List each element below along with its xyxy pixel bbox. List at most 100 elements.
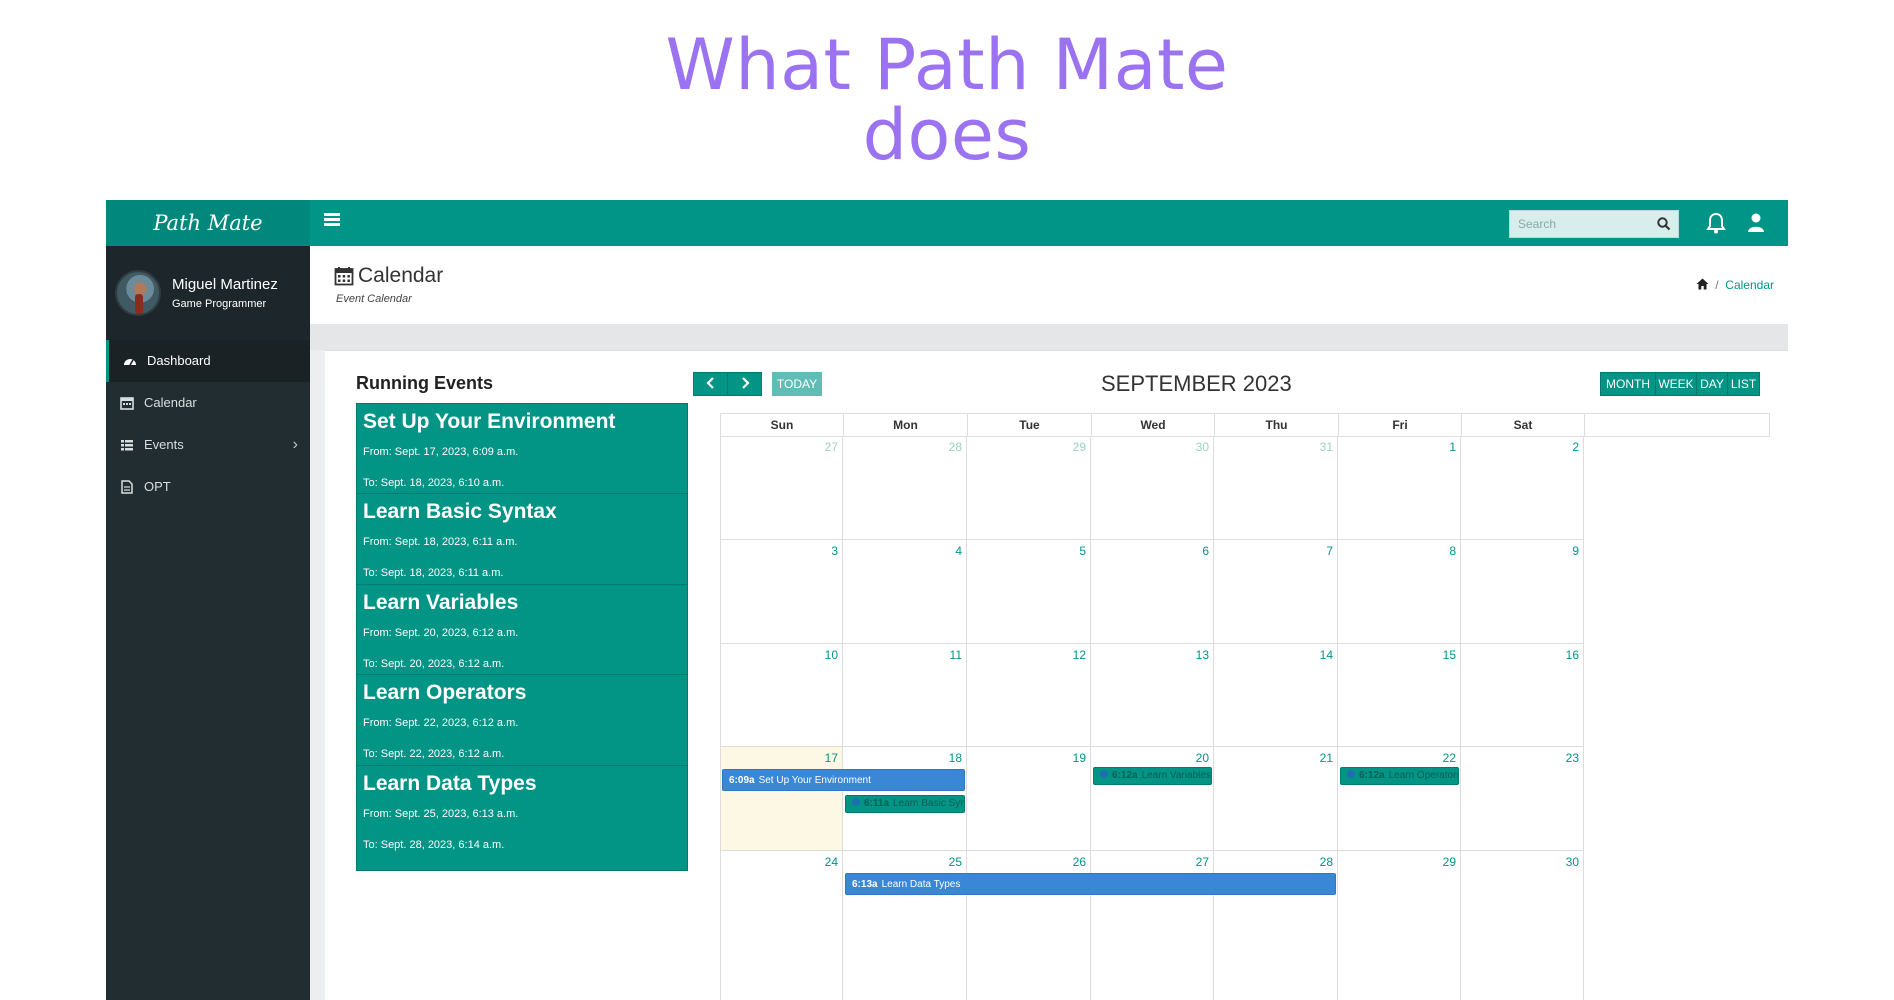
day-number[interactable]: 1 [1449, 440, 1456, 454]
day-number[interactable]: 15 [1442, 648, 1456, 662]
day-number[interactable]: 3 [831, 544, 838, 558]
brand-logo[interactable]: Path Mate [106, 200, 310, 246]
day-number[interactable]: 12 [1072, 648, 1086, 662]
day-cell[interactable]: 9 [1461, 540, 1584, 644]
day-cell[interactable]: 5 [967, 540, 1091, 644]
prev-month-button[interactable] [693, 372, 728, 396]
day-number[interactable]: 31 [1319, 440, 1333, 454]
day-cell[interactable]: 13 [1091, 644, 1214, 747]
day-cell[interactable]: 18 [843, 747, 967, 851]
day-number[interactable]: 6 [1202, 544, 1209, 558]
day-cell[interactable]: 29 [967, 436, 1091, 540]
day-cell[interactable]: 30 [1461, 851, 1584, 1000]
day-number[interactable]: 16 [1565, 648, 1579, 662]
day-number[interactable]: 29 [1072, 440, 1086, 454]
day-number[interactable]: 22 [1442, 751, 1456, 765]
day-number[interactable]: 18 [948, 751, 962, 765]
day-cell[interactable]: 28 [843, 436, 967, 540]
day-cell[interactable]: 8 [1338, 540, 1461, 644]
day-cell[interactable]: 11 [843, 644, 967, 747]
user-icon[interactable] [1746, 211, 1766, 235]
home-icon[interactable] [1696, 278, 1709, 290]
day-cell[interactable]: 28 [1214, 851, 1338, 1000]
calendar-event[interactable]: 6:12a Learn Operators [1340, 767, 1459, 785]
day-number[interactable]: 25 [948, 855, 962, 869]
search-icon[interactable] [1656, 216, 1672, 232]
day-cell[interactable]: 14 [1214, 644, 1338, 747]
day-number[interactable]: 30 [1195, 440, 1209, 454]
running-event-card[interactable]: Learn Data Types From: Sept. 25, 2023, 6:… [356, 765, 688, 871]
calendar-event[interactable]: 6:12a Learn Variables [1093, 767, 1212, 785]
page-title: Calendar [358, 264, 444, 287]
day-number[interactable]: 9 [1572, 544, 1579, 558]
next-month-button[interactable] [727, 372, 762, 396]
search-input[interactable] [1510, 211, 1650, 237]
day-cell[interactable]: 27 [720, 436, 843, 540]
day-number[interactable]: 20 [1195, 751, 1209, 765]
day-cell[interactable]: 22 [1338, 747, 1461, 851]
day-number[interactable]: 8 [1449, 544, 1456, 558]
day-cell[interactable]: 21 [1214, 747, 1338, 851]
day-cell[interactable]: 30 [1091, 436, 1214, 540]
day-cell[interactable]: 31 [1214, 436, 1338, 540]
running-event-card[interactable]: Learn Operators From: Sept. 22, 2023, 6:1… [356, 674, 688, 780]
day-cell[interactable]: 2 [1461, 436, 1584, 540]
day-cell[interactable]: 24 [720, 851, 843, 1000]
day-number[interactable]: 21 [1319, 751, 1333, 765]
today-button[interactable]: TODAY [772, 372, 822, 396]
day-number[interactable]: 27 [824, 440, 838, 454]
day-cell[interactable]: 27 [1091, 851, 1214, 1000]
day-number[interactable]: 30 [1565, 855, 1579, 869]
day-number[interactable]: 7 [1326, 544, 1333, 558]
day-cell[interactable]: 7 [1214, 540, 1338, 644]
view-list-button[interactable]: LIST [1727, 372, 1760, 396]
day-number[interactable]: 5 [1079, 544, 1086, 558]
sidebar-item-events[interactable]: Events › [106, 424, 310, 466]
calendar-event[interactable]: 6:09a Set Up Your Environment [722, 769, 965, 791]
day-cell[interactable]: 4 [843, 540, 967, 644]
day-number[interactable]: 11 [949, 648, 962, 662]
day-cell[interactable]: 12 [967, 644, 1091, 747]
day-number[interactable]: 14 [1319, 648, 1333, 662]
day-number[interactable]: 29 [1442, 855, 1456, 869]
bell-icon[interactable] [1705, 211, 1727, 235]
view-week-button[interactable]: WEEK [1655, 372, 1697, 396]
day-number[interactable]: 28 [1319, 855, 1333, 869]
day-cell[interactable]: 3 [720, 540, 843, 644]
day-cell[interactable]: 20 [1091, 747, 1214, 851]
view-day-button[interactable]: DAY [1696, 372, 1728, 396]
sidebar-item-opt[interactable]: OPT [106, 466, 310, 508]
day-number[interactable]: 23 [1565, 751, 1579, 765]
day-cell[interactable]: 6 [1091, 540, 1214, 644]
day-cell[interactable]: 17 [720, 747, 843, 851]
day-number[interactable]: 24 [824, 855, 838, 869]
day-number[interactable]: 27 [1195, 855, 1209, 869]
weekday-label: Sun [721, 414, 844, 436]
day-number[interactable]: 2 [1572, 440, 1579, 454]
day-cell[interactable]: 10 [720, 644, 843, 747]
calendar-event[interactable]: 6:13a Learn Data Types [845, 873, 1336, 895]
menu-icon[interactable] [324, 211, 346, 233]
day-number[interactable]: 10 [824, 648, 838, 662]
day-number[interactable]: 13 [1195, 648, 1209, 662]
sidebar-item-calendar[interactable]: Calendar [106, 382, 310, 424]
running-event-card[interactable]: Set Up Your Environment From: Sept. 17, 2… [356, 403, 688, 509]
breadcrumb-current[interactable]: Calendar [1725, 278, 1774, 292]
day-number[interactable]: 26 [1072, 855, 1086, 869]
day-cell[interactable]: 15 [1338, 644, 1461, 747]
day-cell[interactable]: 23 [1461, 747, 1584, 851]
day-cell[interactable]: 25 [843, 851, 967, 1000]
day-number[interactable]: 4 [955, 544, 962, 558]
day-number[interactable]: 17 [824, 751, 838, 765]
day-cell[interactable]: 29 [1338, 851, 1461, 1000]
day-number[interactable]: 28 [948, 440, 962, 454]
day-cell[interactable]: 26 [967, 851, 1091, 1000]
day-cell[interactable]: 1 [1338, 436, 1461, 540]
running-event-card[interactable]: Learn Basic Syntax From: Sept. 18, 2023, … [356, 493, 688, 599]
day-cell[interactable]: 19 [967, 747, 1091, 851]
sidebar-item-dashboard[interactable]: Dashboard [106, 340, 310, 382]
day-number[interactable]: 19 [1072, 751, 1086, 765]
view-month-button[interactable]: MONTH [1600, 372, 1656, 396]
day-cell[interactable]: 16 [1461, 644, 1584, 747]
